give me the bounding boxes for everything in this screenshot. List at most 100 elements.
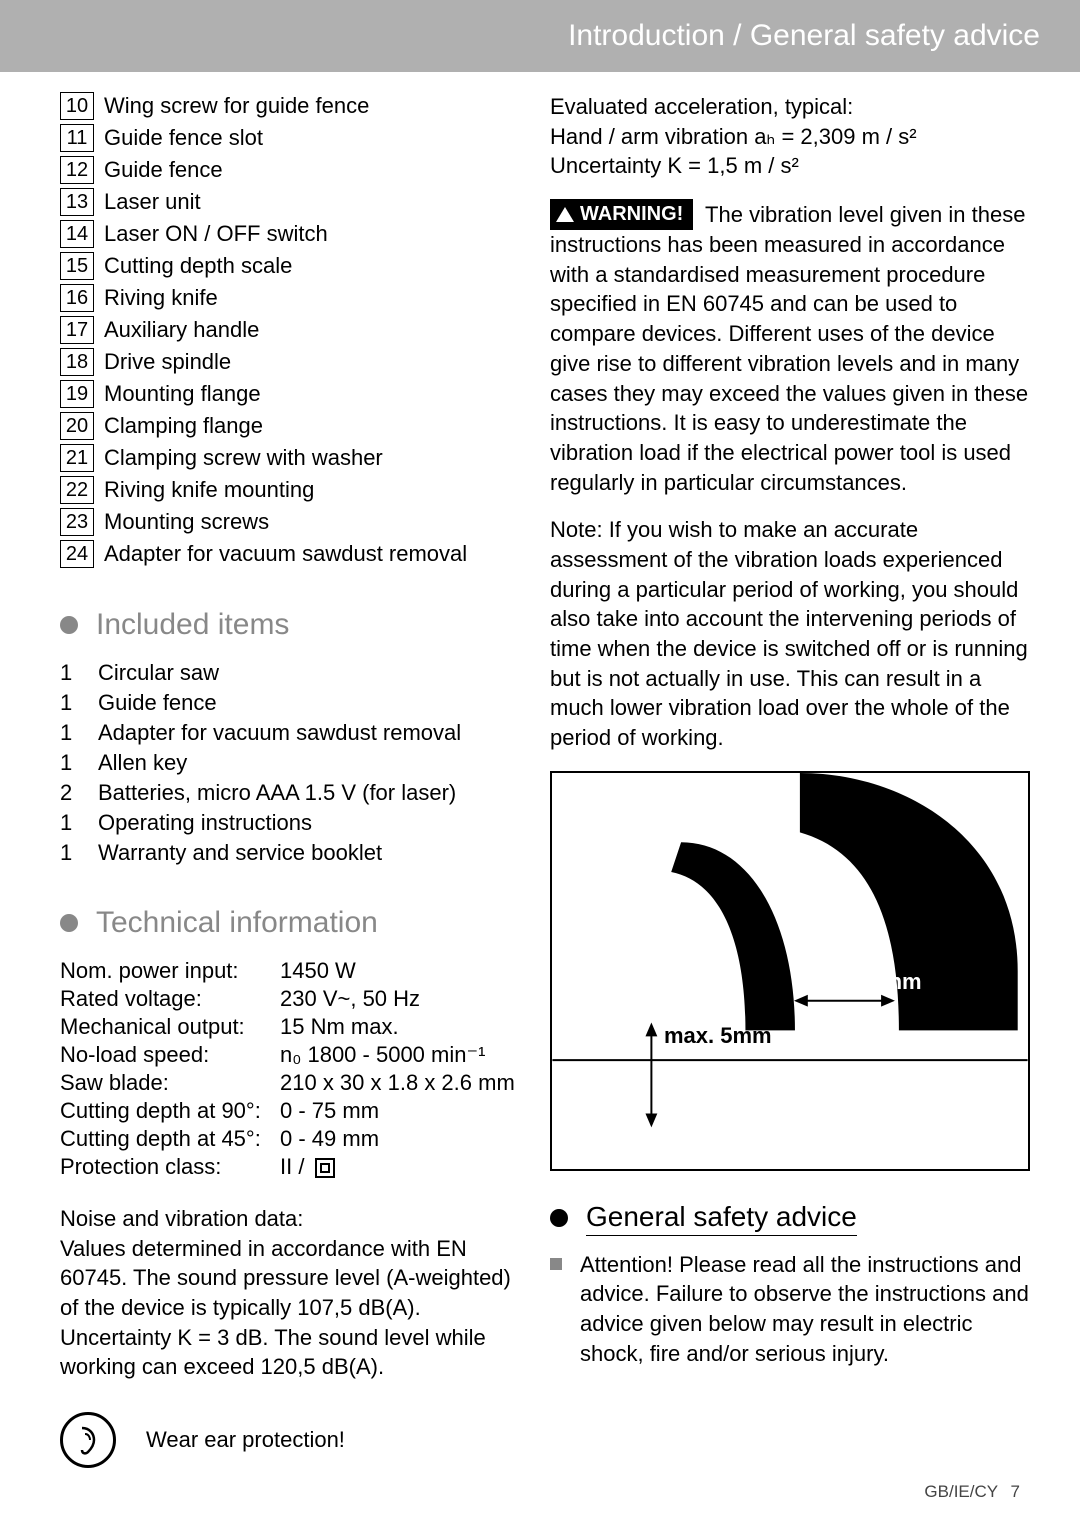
included-qty: 1: [60, 810, 98, 836]
safety-advice-text: Attention! Please read all the instructi…: [580, 1250, 1030, 1369]
tech-label: Rated voltage:: [60, 986, 280, 1012]
numbered-part-item: 12 Guide fence: [60, 156, 520, 184]
included-qty: 1: [60, 750, 98, 776]
included-text: Allen key: [98, 750, 187, 776]
tech-value: 0 - 75 mm: [280, 1098, 379, 1124]
accel-line3: Uncertainty K = 1,5 m / s²: [550, 151, 1030, 181]
technical-table: Nom. power input:1450 WRated voltage:230…: [60, 958, 520, 1180]
included-qty: 1: [60, 660, 98, 686]
column-right: Evaluated acceleration, typical: Hand / …: [550, 92, 1030, 1468]
tech-label: Protection class:: [60, 1154, 280, 1180]
tech-row: No-load speed:n₀ 1800 - 5000 min⁻¹: [60, 1042, 520, 1068]
tech-value: 210 x 30 x 1.8 x 2.6 mm: [280, 1070, 515, 1096]
accel-line2: Hand / arm vibration aₕ = 2,309 m / s²: [550, 122, 1030, 152]
numbered-parts-list: 10 Wing screw for guide fence 11 Guide fenc…: [60, 92, 520, 568]
included-item: 1 Warranty and service booklet: [60, 840, 520, 866]
part-label: Drive spindle: [104, 349, 231, 375]
part-number-box: 11: [60, 124, 94, 152]
included-item: 2Batteries, micro AAA 1.5 V (for laser): [60, 780, 520, 806]
warning-badge: WARNING!: [550, 199, 693, 230]
note-paragraph: Note: If you wish to make an accurate as…: [550, 515, 1030, 753]
numbered-part-item: 11 Guide fence slot: [60, 124, 520, 152]
tech-label: No-load speed:: [60, 1042, 280, 1068]
numbered-part-item: 10 Wing screw for guide fence: [60, 92, 520, 120]
tech-value: n₀ 1800 - 5000 min⁻¹: [280, 1042, 485, 1068]
numbered-part-item: 21Clamping screw with washer: [60, 444, 520, 472]
tech-row: Cutting depth at 45°:0 - 49 mm: [60, 1126, 520, 1152]
bullet-icon: [550, 1209, 568, 1227]
tech-label: Cutting depth at 45°:: [60, 1126, 280, 1152]
square-bullet-icon: [550, 1258, 562, 1270]
header-title: Introduction / General safety advice: [568, 19, 1040, 53]
tech-value: 0 - 49 mm: [280, 1126, 379, 1152]
ear-protection-text: Wear ear protection!: [146, 1427, 345, 1453]
tech-row: Saw blade:210 x 30 x 1.8 x 2.6 mm: [60, 1070, 520, 1096]
header-band: Introduction / General safety advice: [0, 0, 1080, 72]
numbered-part-item: 17 Auxiliary handle: [60, 316, 520, 344]
page-footer: GB/IE/CY 7: [924, 1482, 1020, 1502]
tech-value: 230 V~, 50 Hz: [280, 986, 420, 1012]
tech-value: II /: [280, 1154, 335, 1180]
tech-row: Cutting depth at 90°:0 - 75 mm: [60, 1098, 520, 1124]
figure-label-1: max. 5mm: [664, 1023, 772, 1049]
part-number-box: 19: [60, 380, 94, 408]
tech-value: 15 Nm max.: [280, 1014, 399, 1040]
included-items-heading: Included items: [60, 608, 520, 642]
included-item: 1Operating instructions: [60, 810, 520, 836]
column-left: 10Wing screw for guide fence11Guide fenc…: [60, 92, 520, 1468]
tech-value: 1450 W: [280, 958, 356, 984]
part-number-box: 24: [60, 540, 94, 568]
part-label: Guide fence slot: [104, 125, 263, 151]
numbered-part-item: 18Drive spindle: [60, 348, 520, 376]
part-label: Riving knife: [104, 285, 218, 311]
part-number-box: 22: [60, 476, 94, 504]
included-items-list: 1Circular saw1Guide fence1Adapter for va…: [60, 660, 520, 866]
tech-row: Mechanical output:15 Nm max.: [60, 1014, 520, 1040]
included-items-title: Included items: [96, 608, 289, 642]
tech-row: Protection class:II /: [60, 1154, 520, 1180]
included-text: Guide fence: [98, 690, 217, 716]
safety-advice-list: Attention! Please read all the instructi…: [550, 1250, 1030, 1369]
tech-row: Rated voltage:230 V~, 50 Hz: [60, 986, 520, 1012]
part-label: Laser ON / OFF switch: [104, 221, 328, 247]
part-number-box: 21: [60, 444, 94, 472]
part-number-box: 20: [60, 412, 94, 440]
included-qty: 1: [60, 720, 98, 746]
part-label: Wing screw for guide fence: [104, 93, 369, 119]
included-item: 1Circular saw: [60, 660, 520, 686]
included-qty: 2: [60, 780, 98, 806]
riving-knife-figure: max. 5mm max. 5mm: [550, 771, 1030, 1171]
part-label: Mounting screws: [104, 509, 269, 535]
part-label: Adapter for vacuum sawdust removal: [104, 541, 467, 567]
part-number-box: 12: [60, 156, 94, 184]
numbered-part-item: 23 Mounting screws: [60, 508, 520, 536]
part-label: Auxiliary handle: [104, 317, 259, 343]
included-qty: 1: [60, 690, 98, 716]
numbered-part-item: 20 Clamping flange: [60, 412, 520, 440]
included-text: Operating instructions: [98, 810, 312, 836]
bullet-icon: [60, 914, 78, 932]
part-number-box: 10: [60, 92, 94, 120]
part-number-box: 17: [60, 316, 94, 344]
accel-line1: Evaluated acceleration, typical:: [550, 92, 1030, 122]
warning-triangle-icon: [556, 207, 574, 222]
ear-protection-row: Wear ear protection!: [60, 1412, 520, 1468]
part-label: Cutting depth scale: [104, 253, 292, 279]
tech-row: Nom. power input:1450 W: [60, 958, 520, 984]
part-number-box: 23: [60, 508, 94, 536]
tech-label: Saw blade:: [60, 1070, 280, 1096]
numbered-part-item: 14Laser ON / OFF switch: [60, 220, 520, 248]
numbered-part-item: 22 Riving knife mounting: [60, 476, 520, 504]
part-label: Clamping flange: [104, 413, 263, 439]
part-label: Guide fence: [104, 157, 223, 183]
included-text: Adapter for vacuum sawdust removal: [98, 720, 461, 746]
part-label: Mounting flange: [104, 381, 261, 407]
tech-label: Nom. power input:: [60, 958, 280, 984]
page-body: 10Wing screw for guide fence11Guide fenc…: [0, 72, 1080, 1468]
included-qty: 1: [60, 840, 98, 866]
part-label: Riving knife mounting: [104, 477, 314, 503]
tech-label: Cutting depth at 90°:: [60, 1098, 280, 1124]
part-label: Laser unit: [104, 189, 201, 215]
general-safety-title: General safety advice: [586, 1201, 857, 1236]
technical-info-heading: Technical information: [60, 906, 520, 940]
